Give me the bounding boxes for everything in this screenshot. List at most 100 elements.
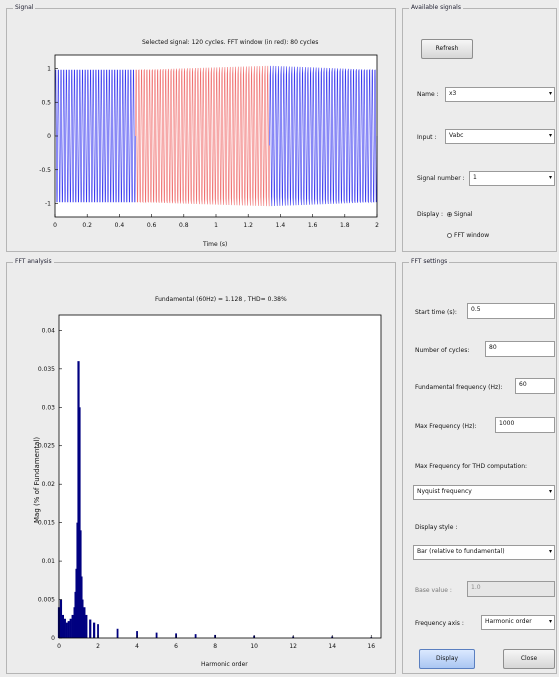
max-freq-field[interactable]: 1000 (495, 417, 555, 433)
signal-ytick-label: -1 (45, 201, 51, 208)
fft-bar (89, 619, 92, 638)
signal-number-label: Signal number : (417, 175, 465, 182)
chevron-down-icon: ▾ (548, 132, 552, 139)
fft-bar (81, 599, 84, 638)
chevron-down-icon: ▾ (548, 488, 552, 495)
signal-ytick-label: 1 (47, 66, 51, 73)
base-value-field[interactable]: 1.0 (467, 581, 555, 597)
fft-xtick-label: 6 (174, 643, 178, 650)
max-freq-thd-label: Max Frequency for THD computation: (415, 463, 528, 470)
fft-ytick-label: 0.015 (38, 520, 55, 527)
signal-xtick-label: 2 (375, 222, 379, 229)
signal-xtick-label: 1.4 (276, 222, 286, 229)
fft-xtick-label: 10 (250, 643, 258, 650)
fft-plot-title: Fundamental (60Hz) = 1.128 , THD= 0.38% (155, 296, 287, 303)
fft-bar (93, 622, 96, 638)
signal-series-line-before (54, 69, 136, 203)
radio-unselected-icon (447, 233, 452, 238)
chevron-down-icon: ▾ (548, 548, 552, 555)
fft-ytick-label: 0.02 (42, 481, 56, 488)
start-time-label: Start time (s): (415, 309, 457, 316)
signal-xtick-label: 1 (214, 222, 218, 229)
chevron-down-icon: ▾ (548, 90, 552, 97)
fft-ytick-label: 0.04 (42, 327, 56, 334)
display-fft-window-text: FFT window (454, 232, 490, 239)
input-select[interactable]: Vabc ▾ (445, 129, 555, 144)
freq-axis-select[interactable]: Harmonic order ▾ (481, 615, 555, 630)
fft-bar (61, 614, 64, 638)
fft-plot-frame (58, 314, 382, 639)
signal-number-select[interactable]: 1 ▾ (469, 171, 555, 186)
fft-ytick-label: 0.035 (38, 366, 55, 373)
fft-bar (97, 624, 99, 638)
fft-settings-title: FFT settings (409, 258, 450, 265)
available-signals-panel: Available signals Refresh Name : x3 ▾ Inp… (402, 4, 557, 252)
signal-panel-title: Signal (13, 4, 36, 11)
fft-analysis-panel: FFT analysis Fundamental (60Hz) = 1.128 … (6, 258, 396, 674)
fft-settings-panel: FFT settings Start time (s): 0.5 Number … (402, 258, 557, 674)
signal-xtick-label: 0 (53, 222, 57, 229)
fft-ytick-label: 0.01 (42, 558, 56, 565)
display-style-select[interactable]: Bar (relative to fundamental) ▾ (413, 545, 555, 560)
fft-bar (83, 607, 86, 638)
name-label: Name : (417, 91, 439, 98)
available-signals-title: Available signals (409, 4, 463, 11)
fft-xtick-label: 8 (213, 643, 217, 650)
signal-xtick-label: 1.2 (243, 222, 253, 229)
signal-xtick-label: 0.8 (179, 222, 189, 229)
display-button[interactable]: Display (419, 649, 475, 669)
fft-plot-area (59, 315, 381, 638)
fund-freq-field[interactable]: 60 (515, 378, 555, 394)
fft-xtick-label: 14 (328, 643, 336, 650)
signal-series-line-after (269, 65, 378, 207)
fft-xtick-label: 16 (367, 643, 375, 650)
fft-bar (63, 618, 66, 638)
signal-xtick-label: 0.4 (115, 222, 125, 229)
start-time-field[interactable]: 0.5 (467, 303, 555, 319)
fft-xtick-label: 4 (135, 643, 139, 650)
fft-xlabel: Harmonic order (201, 661, 248, 668)
fft-bar (65, 622, 68, 638)
signal-ytick-label: -0.5 (39, 167, 51, 174)
signal-xlabel: Time (s) (203, 241, 228, 248)
num-cycles-label: Number of cycles: (415, 347, 470, 354)
freq-axis-value: Harmonic order (485, 618, 532, 625)
refresh-button[interactable]: Refresh (421, 39, 473, 59)
close-button[interactable]: Close (503, 649, 555, 669)
radio-selected-icon (447, 212, 452, 217)
signal-xtick-label: 1.6 (308, 222, 318, 229)
chevron-down-icon: ▾ (548, 618, 552, 625)
signal-ytick-label: 0.5 (41, 99, 51, 106)
fft-bar (78, 407, 81, 638)
max-freq-thd-select[interactable]: Nyquist frequency ▾ (413, 485, 555, 500)
signal-xtick-label: 0.6 (147, 222, 157, 229)
fft-xtick-label: 12 (289, 643, 297, 650)
freq-axis-label: Frequency axis : (415, 620, 464, 627)
max-freq-thd-value: Nyquist frequency (417, 488, 472, 495)
max-freq-label: Max Frequency (Hz): (415, 423, 477, 430)
fft-bar (155, 632, 158, 638)
name-select[interactable]: x3 ▾ (445, 87, 555, 102)
signal-plot-title: Selected signal: 120 cycles. FFT window … (142, 39, 319, 46)
fft-bar (59, 599, 63, 638)
fft-ytick-label: 0 (51, 635, 55, 642)
input-label: Input : (417, 134, 437, 141)
fft-ytick-label: 0.03 (42, 404, 56, 411)
signal-number-value: 1 (473, 174, 477, 181)
display-style-label: Display style : (415, 524, 458, 531)
input-select-value: Vabc (449, 132, 464, 139)
num-cycles-field[interactable]: 80 (485, 341, 555, 357)
name-select-value: x3 (449, 90, 457, 97)
signal-xtick-label: 1.8 (340, 222, 350, 229)
fft-bar (67, 621, 70, 638)
display-label: Display : (417, 211, 444, 218)
fund-freq-label: Fundamental frequency (Hz): (415, 384, 503, 391)
fft-analysis-title: FFT analysis (13, 258, 54, 265)
display-signal-radio[interactable]: Signal (447, 211, 472, 218)
signal-plot: 0 0.2 0.4 0.6 0.8 1 1.2 1.4 1.6 1.8 2 1 0.5 0 -0.5 -1 (39, 54, 379, 229)
fft-ylabel: Mag (% of Fundamental) (33, 436, 41, 523)
fft-bar (194, 634, 197, 638)
display-fft-window-radio[interactable]: FFT window (447, 232, 489, 239)
signal-panel: Signal Selected signal: 120 cycles. FFT … (6, 4, 396, 252)
signal-xtick-label: 0.2 (82, 222, 92, 229)
